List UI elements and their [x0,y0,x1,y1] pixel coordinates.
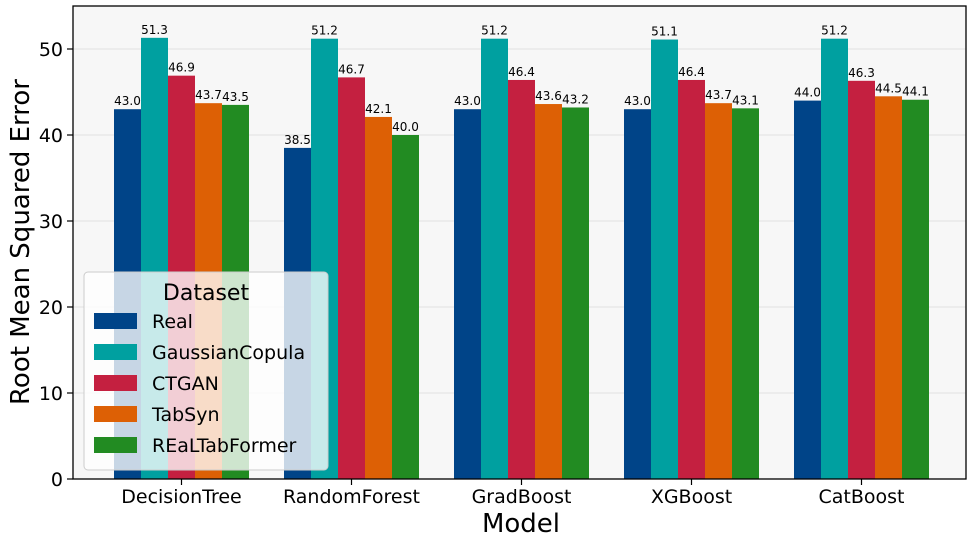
data-label: 46.7 [338,62,365,76]
data-label: 43.0 [114,94,141,108]
y-axis-title: Root Mean Squared Error [6,79,36,405]
bar [535,104,562,479]
data-label: 43.7 [705,88,732,102]
legend-label: TabSyn [151,404,220,426]
data-label: 43.5 [222,90,249,104]
legend-label: Real [152,311,193,333]
legend-items: Real GaussianCopula CTGAN TabSyn REaLTabForm… [94,311,305,457]
legend-swatch [94,344,137,360]
data-label: 38.5 [284,133,311,147]
bar [794,100,821,479]
bar [338,77,365,479]
legend-swatch [94,313,137,329]
data-label: 51.3 [141,23,168,37]
bar [365,116,392,479]
x-tick-label: GradBoost [472,486,572,508]
bar [454,109,481,479]
x-axis-title: Model [482,509,560,539]
bar [481,38,508,480]
y-tick-label: 0 [51,469,63,491]
legend-label: REaLTabFormer [152,435,297,457]
data-label: 42.1 [365,102,392,116]
data-label: 46.9 [168,61,195,75]
y-tick-label: 30 [39,211,63,233]
legend-swatch [94,437,137,453]
legend-label: GaussianCopula [152,342,305,364]
y-axis-ticks: 0 10 20 30 40 50 [39,39,73,491]
legend-swatch [94,406,137,422]
data-label: 40.0 [392,120,419,134]
bar [392,135,419,479]
x-tick-label: RandomForest [283,486,420,508]
legend-label: CTGAN [152,373,219,395]
x-tick-label: DecisionTree [121,486,241,508]
y-tick-label: 40 [39,125,63,147]
data-label: 46.3 [848,66,875,80]
legend-title: Dataset [163,281,250,306]
legend: Dataset Real GaussianCopula CTGAN TabSyn REa… [83,271,329,471]
bar [732,108,759,479]
data-label: 51.1 [651,25,678,39]
bar [902,99,929,480]
data-label: 43.0 [454,94,481,108]
bar [821,38,848,480]
bar [624,109,651,479]
legend-swatch [94,375,137,391]
data-label: 44.1 [902,85,929,99]
data-label: 43.1 [732,93,759,107]
data-label: 44.5 [875,81,902,95]
bar [678,79,705,480]
data-labels-group: 43.051.346.943.7 43.538.551.246.742.140.0… [114,23,929,147]
plot-frame [72,5,967,480]
data-label: 51.2 [481,24,508,38]
data-label: 51.2 [311,24,338,38]
bar [848,80,875,479]
x-tick-label: CatBoost [819,486,905,508]
data-label: 46.4 [508,65,535,79]
data-label: 43.7 [195,88,222,102]
data-label: 51.2 [821,24,848,38]
bar [562,107,589,479]
data-label: 43.6 [535,89,562,103]
y-tick-label: 50 [39,39,63,61]
data-label: 44.0 [794,86,821,100]
y-tick-label: 20 [39,297,63,319]
bar [705,103,732,480]
bar [508,79,535,480]
data-label: 43.2 [562,92,589,106]
bar [651,39,678,479]
bar [875,96,902,480]
x-tick-label: XGBoost [651,486,732,508]
x-axis-ticks: DecisionTree RandomForest GradBoost XGBoost… [121,479,905,508]
y-tick-label: 10 [39,383,63,405]
legend-box [83,271,329,471]
data-label: 46.4 [678,65,705,79]
data-label: 43.0 [624,94,651,108]
